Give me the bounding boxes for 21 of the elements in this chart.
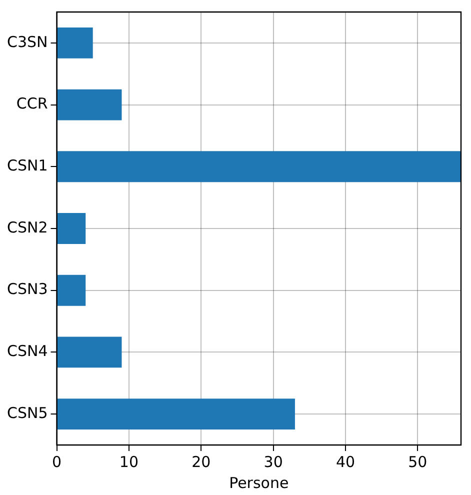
y-tick-label: CCR [16, 94, 48, 113]
y-tick-label: C3SN [6, 32, 48, 51]
bar [57, 336, 122, 368]
bar [57, 213, 86, 244]
x-tick-label: 30 [264, 452, 283, 471]
y-tick-label: CSN4 [6, 342, 48, 360]
x-tick-label: 40 [336, 452, 356, 471]
bar [57, 27, 93, 58]
x-tick-label: 20 [192, 452, 211, 471]
bar [57, 151, 461, 182]
y-tick-label: CSN1 [6, 156, 48, 175]
bar [57, 89, 122, 120]
x-tick-label: 10 [119, 452, 138, 471]
bar [57, 274, 86, 306]
bar [57, 398, 295, 430]
x-axis-title: Persone [229, 474, 289, 492]
y-tick-label: CSN5 [6, 404, 48, 422]
x-tick-label: 0 [52, 452, 62, 471]
y-tick-label: CSN3 [6, 280, 48, 298]
x-tick-label: 50 [408, 452, 428, 471]
y-tick-label: CSN2 [6, 218, 48, 236]
